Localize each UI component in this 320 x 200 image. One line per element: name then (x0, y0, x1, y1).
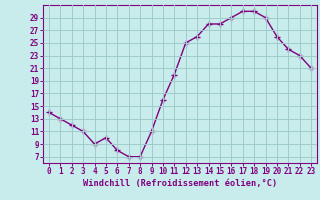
X-axis label: Windchill (Refroidissement éolien,°C): Windchill (Refroidissement éolien,°C) (83, 179, 277, 188)
